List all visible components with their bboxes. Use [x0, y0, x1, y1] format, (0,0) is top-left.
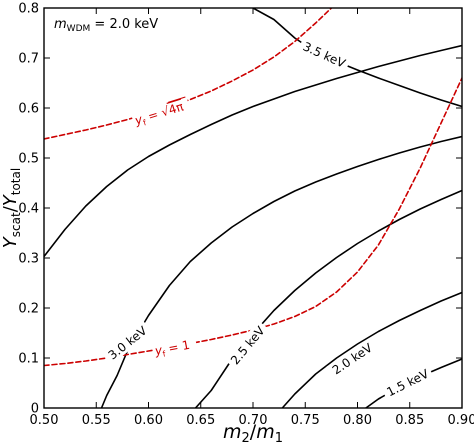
curve-y-f-4: [44, 8, 333, 140]
x-tick-label: 0.55: [82, 413, 111, 428]
curve-label-3-0-kev: 3.0 keV: [102, 320, 153, 365]
curve-3-5-kev: [252, 8, 462, 108]
curve-label-bg: [224, 320, 270, 370]
y-tick-label: 0: [31, 402, 39, 417]
curve-label-y-f-4: yf = √4π: [130, 95, 192, 130]
curve-label-3-5-kev: 3.5 keV: [297, 36, 352, 73]
curve-label-2-5-kev: 2.5 keV: [224, 320, 270, 370]
y-label-base1: Y: [0, 235, 21, 248]
curve-label-text: yf = 1: [153, 338, 192, 361]
y-tick-label: 0.6: [18, 102, 39, 117]
curve-label-bg: [151, 334, 198, 360]
curve-label-text: yf = √4π: [132, 99, 186, 129]
label-sub: f: [142, 118, 148, 127]
curve-label-y-f-1: yf = 1: [151, 334, 198, 361]
y-tick-label: 0.5: [18, 152, 39, 167]
x-tick-label: 0.65: [186, 413, 215, 428]
curve-label-text: 3.5 keV: [301, 39, 348, 71]
annotation-value: = 2.0 keV: [90, 17, 158, 32]
x-tick-label: 0.75: [291, 413, 320, 428]
y-tick-label: 0.8: [18, 2, 39, 17]
x-label-sub1: 2: [242, 431, 250, 445]
x-tick-label: 0.85: [395, 413, 424, 428]
label-radicand: 4π: [167, 99, 185, 117]
y-tick-label: 0.3: [18, 252, 39, 267]
x-tick-label: 0.50: [30, 413, 59, 428]
curve-label-bg: [297, 36, 352, 73]
curve-label-text: 1.5 keV: [384, 366, 431, 399]
label-sub: f: [162, 349, 167, 358]
y-tick-label: 0.2: [18, 302, 39, 317]
curve-label-bg: [130, 95, 192, 130]
x-tick-label: 0.90: [448, 413, 474, 428]
curve-label-1-5-kev: 1.5 keV: [380, 364, 435, 401]
x-label-base1: m: [223, 421, 242, 443]
x-tick-label: 0.70: [239, 413, 268, 428]
annotation-subscript: WDM: [67, 24, 91, 34]
y-label-base2: Y: [0, 193, 21, 206]
y-label-sub2: total: [9, 168, 23, 195]
curve-label-text: 2.5 keV: [228, 323, 268, 367]
axis-ticks-layer: 0.50 0.55 0.60 0.65 0.70 0.75 0.80 0.85 0.90 0 0.1…: [18, 2, 474, 429]
y-tick-label: 0.4: [18, 202, 39, 217]
x-label-sep: /: [250, 421, 257, 443]
y-label-sub1: scat: [9, 212, 23, 237]
curve-label-bg: [102, 320, 153, 365]
wdm-mass-annotation: mWDM = 2.0 keV: [54, 17, 158, 34]
y-axis-label: Yscat/Ytotal: [0, 168, 23, 248]
label-eq: = 1: [163, 338, 191, 356]
curve-label-bg: [326, 337, 378, 380]
label-base: y: [153, 343, 164, 358]
curve-label-2-0-kev: 2.0 keV: [326, 337, 378, 380]
curve-y-f-1: [44, 77, 462, 367]
curve-label-text: 3.0 keV: [106, 323, 151, 362]
curve-2-0-kev: [281, 291, 462, 408]
curve-3-0-kev: [44, 44, 462, 258]
radical-bar: [168, 96, 186, 103]
y-label-sep: /: [0, 205, 21, 212]
y-tick-label: 0.7: [18, 52, 39, 67]
x-tick-label: 0.80: [343, 413, 372, 428]
curve-3-0-kev-lower: [100, 135, 462, 408]
annotation-symbol: m: [54, 17, 67, 32]
curve-label-bg: [380, 364, 435, 401]
x-axis-label: m2/m1: [223, 421, 283, 445]
x-label-sub2: 1: [275, 431, 283, 445]
y-tick-label: 0.1: [18, 352, 39, 367]
x-label-base2: m: [256, 421, 275, 443]
x-tick-label: 0.60: [134, 413, 163, 428]
